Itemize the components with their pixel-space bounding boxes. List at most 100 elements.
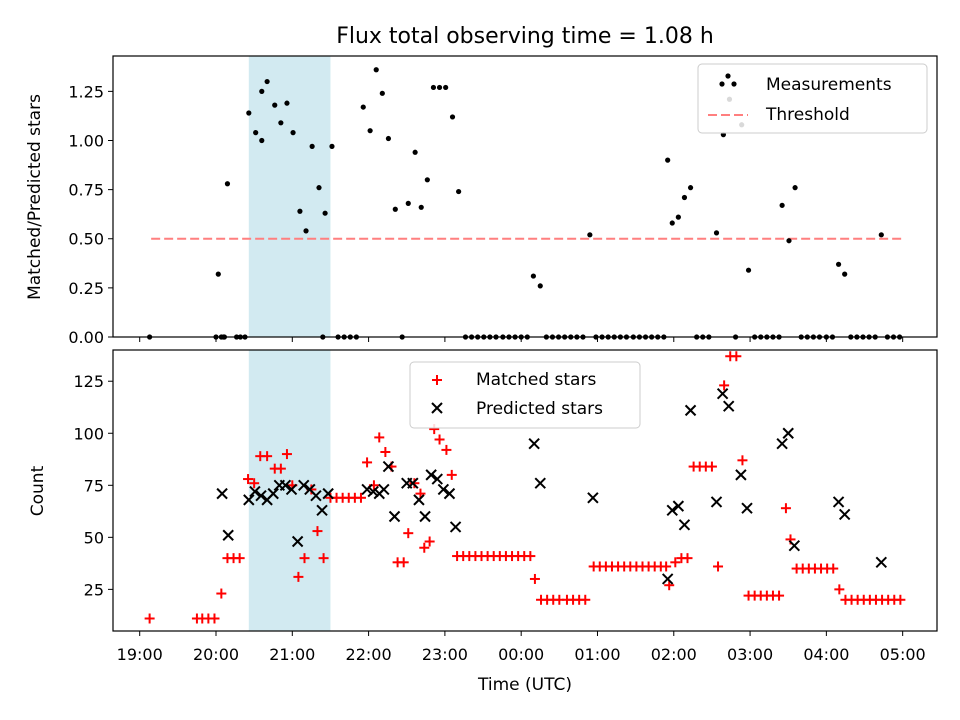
measurement-point	[430, 84, 437, 91]
matched-star-point	[209, 613, 220, 624]
measurement-point	[745, 267, 752, 273]
bottom-xtick-label: 03:00	[727, 645, 773, 664]
matched-star-point	[661, 561, 672, 572]
bottom-legend: Matched stars Predicted stars	[409, 361, 641, 429]
measurement-point	[449, 114, 456, 120]
predicted-star-point	[723, 400, 735, 412]
measurement-point	[418, 204, 424, 210]
measurement-point	[424, 177, 430, 183]
bottom-xtick-label: 20:00	[193, 645, 239, 664]
measurement-point	[436, 84, 443, 91]
bottom-axes-frame	[112, 349, 938, 632]
matched-star-point	[409, 478, 420, 489]
legend-matched-label: Matched stars	[476, 370, 596, 390]
measurement-point	[687, 185, 694, 191]
matched-star-point	[243, 474, 254, 485]
predicted-star-point	[832, 496, 845, 508]
predicted-star-point	[361, 483, 373, 496]
predicted-star-point	[661, 573, 674, 585]
measurement-point	[842, 271, 848, 277]
measurement-point	[290, 130, 296, 136]
measurement-point	[253, 130, 259, 136]
measurement-point	[385, 135, 392, 142]
matched-star-point	[362, 457, 373, 468]
matched-star-point	[706, 461, 717, 472]
measurement-point	[322, 210, 328, 216]
top-axes-frame	[112, 55, 938, 338]
predicted-star-point	[672, 500, 685, 512]
predicted-star-point	[388, 510, 401, 523]
measurement-point	[379, 90, 385, 96]
measurement-point	[360, 104, 366, 110]
figure-title: Flux total observing time = 1.08 h	[336, 24, 714, 49]
measurement-point	[792, 185, 798, 191]
top-ytick-label: 0.50	[68, 230, 104, 249]
top-ytick-label: 1.00	[68, 131, 104, 150]
measurement-point	[259, 88, 265, 94]
top-legend: Measurements Threshold	[697, 63, 928, 134]
measurement-point	[392, 206, 398, 212]
predicted-star-point	[776, 437, 788, 450]
bottom-ytick-label: 75	[84, 476, 104, 495]
measurement-point	[297, 208, 303, 214]
predicted-star-point	[782, 427, 794, 439]
predicted-star-point	[735, 469, 747, 481]
matched-star-point	[737, 455, 748, 466]
bottom-x-ticks: 19:00 20:00 21:00 22:00 23:00 00:00 01:00 02:00…	[117, 631, 926, 664]
predicted-star-point	[838, 508, 851, 521]
matched-star-point	[525, 551, 536, 562]
bottom-xtick-label: 00:00	[498, 645, 544, 664]
matched-star-point	[234, 553, 245, 564]
matched-star-point	[262, 451, 273, 462]
measurement-point	[537, 283, 543, 289]
matched-star-point	[780, 503, 791, 514]
predicted-star-point	[407, 477, 419, 489]
matched-star-point	[144, 613, 155, 624]
matched-star-point	[216, 588, 227, 599]
predicted-star-point	[741, 502, 753, 514]
predicted-star-point	[528, 437, 540, 450]
matched-star-point	[446, 469, 457, 480]
measurement-point	[665, 157, 671, 163]
predicted-star-point	[788, 539, 801, 552]
predicted-star-point	[298, 479, 310, 492]
predicted-star-point	[285, 483, 298, 496]
predicted-star-point	[322, 487, 334, 500]
legend-measurements-label: Measurements	[766, 75, 892, 95]
matched-star-point	[318, 553, 329, 564]
predicted-star-point	[222, 529, 234, 541]
matched-star-point	[380, 446, 391, 457]
measurement-point	[456, 188, 462, 195]
predicted-star-point	[216, 487, 228, 500]
matched-star-point	[529, 573, 540, 584]
predicted-star-point	[875, 556, 888, 569]
bottom-y-ticks: 25 50 75 100 125	[73, 372, 113, 599]
matched-star-point	[275, 463, 286, 474]
matched-star-point	[355, 492, 366, 503]
bottom-data-marks	[144, 351, 906, 624]
measurement-point	[246, 110, 252, 116]
legend-matched-marker	[432, 375, 442, 385]
matched-star-point	[774, 590, 785, 601]
matched-star-point	[419, 542, 430, 553]
predicted-star-point	[249, 485, 261, 498]
matched-star-point	[719, 380, 730, 391]
measurement-point	[405, 200, 411, 206]
top-panel: 0.00 0.25 0.50 0.75 1.00 1.25 Matched/Predict…	[25, 55, 938, 347]
predicted-star-point	[437, 483, 450, 496]
predicted-star-point	[243, 494, 255, 506]
predicted-star-point	[666, 504, 678, 516]
bottom-ytick-label: 125	[73, 372, 104, 391]
matched-star-point	[249, 478, 260, 489]
bottom-y-axis-label: Count	[28, 465, 48, 516]
measurement-point	[878, 232, 884, 238]
measurement-point	[303, 228, 309, 234]
measurement-point	[367, 128, 373, 134]
matched-star-point	[398, 557, 409, 568]
measurement-point	[713, 230, 720, 236]
predicted-star-point	[367, 485, 379, 498]
bottom-xtick-label: 23:00	[422, 645, 468, 664]
bottom-xtick-label: 21:00	[269, 645, 315, 664]
measurement-point	[284, 100, 290, 106]
